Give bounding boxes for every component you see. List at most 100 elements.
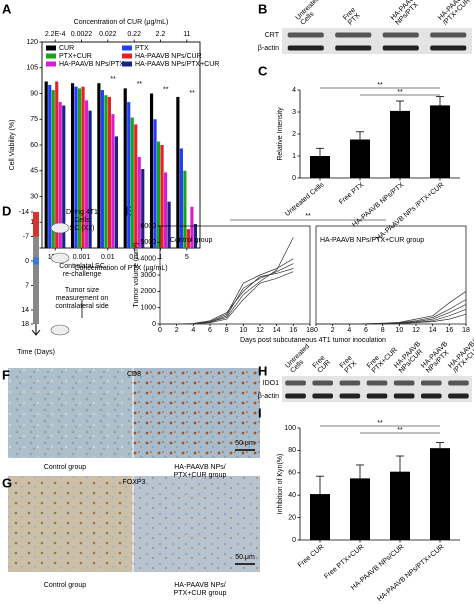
- significance: **: [397, 427, 403, 434]
- step-text: Cells: [74, 217, 90, 224]
- blot-band: [287, 45, 324, 51]
- y-tick-label: 2: [292, 131, 296, 138]
- y-tick-label: 75: [30, 116, 38, 123]
- axis-title: Concentration of PTX (μg/mL): [74, 265, 167, 272]
- y-tick-label: 1000: [140, 305, 156, 312]
- x-tick-label: 8: [381, 327, 385, 334]
- panel-label: G: [2, 475, 12, 490]
- blot-band: [366, 393, 388, 399]
- significance: **: [137, 81, 143, 88]
- bar: [390, 110, 410, 178]
- legend-label: PTX: [135, 45, 149, 52]
- y-tick-label: 0: [292, 537, 296, 544]
- stain-label: FOXP3: [123, 479, 146, 486]
- y-tick-label: 4000: [140, 256, 156, 263]
- bar: [156, 141, 161, 248]
- y-tick-label: 20: [288, 514, 296, 521]
- error-bar: [316, 475, 324, 512]
- histology-image: [8, 368, 133, 458]
- x-tick-label: Free PTX+CUR: [323, 544, 365, 581]
- timeline-bar: [33, 212, 39, 324]
- y-tick-label: 6000: [140, 223, 156, 230]
- panel-label: F: [2, 367, 10, 382]
- x-tick-label: 4: [191, 327, 195, 334]
- x-tick-label: 2: [331, 327, 335, 334]
- bar: [74, 86, 78, 248]
- axis-title: Relative Intensity: [277, 107, 284, 161]
- x-tick-label: Free PTX: [338, 181, 366, 206]
- x-tick-label: 18: [462, 327, 470, 334]
- lane-label: HA-PAAVB/NPs/PTX+CUR: [447, 329, 474, 374]
- bar: [48, 84, 52, 249]
- blot-band: [335, 32, 372, 38]
- error-bar: [356, 464, 364, 492]
- bar: [55, 81, 59, 248]
- axis-title: Concentration of CUR (μg/mL): [74, 19, 169, 26]
- bar: [127, 102, 131, 248]
- mouse-icon: [50, 222, 70, 234]
- significance: **: [305, 213, 311, 220]
- x-tick-label: 2: [175, 327, 179, 334]
- blot-band: [285, 380, 306, 386]
- step-text: re-challenge: [63, 271, 102, 278]
- top-tick-label: 11: [183, 31, 190, 38]
- bar: [85, 100, 89, 248]
- x-tick-label: 10: [395, 327, 403, 334]
- legend-label: PTX+CUR: [59, 53, 92, 60]
- blot-band: [287, 32, 324, 38]
- x-tick-label: 0.01: [101, 254, 115, 261]
- line-series: [316, 313, 467, 325]
- bar: [137, 157, 141, 248]
- bar: [193, 223, 198, 248]
- x-tick-label: 12: [256, 327, 264, 334]
- lane-label: HA-PAAVB NPs/PTX+CUR: [437, 0, 474, 27]
- bar: [44, 81, 48, 248]
- blot-band: [382, 45, 419, 51]
- line-series: [160, 237, 294, 325]
- y-tick-label: 80: [288, 447, 296, 454]
- y-tick-label: 120: [26, 39, 38, 46]
- group-label: Control group: [44, 464, 87, 471]
- timeline-segment: [33, 212, 39, 237]
- error-bar: [356, 131, 364, 148]
- subplot-title: HA-PAAVB NPs/PTX+CUR group: [320, 237, 424, 244]
- group-label: PTX+CUR group: [174, 590, 227, 597]
- bar: [430, 105, 450, 178]
- timeline-segment: [33, 257, 39, 265]
- y-tick-label: 1: [292, 153, 296, 160]
- mouse-icon: [50, 252, 70, 264]
- blot-band: [430, 32, 467, 38]
- y-tick-label: 30: [30, 193, 38, 200]
- panel-label: D: [2, 203, 11, 218]
- blot-band: [448, 393, 469, 399]
- bar: [111, 114, 115, 248]
- timeline-arrow: [31, 324, 41, 336]
- axis-title: Inhibition of Kyn(%): [277, 454, 284, 515]
- day-label: 7: [25, 282, 29, 289]
- blot-band: [339, 380, 361, 386]
- legend-swatch: [122, 45, 132, 51]
- blot-band: [420, 380, 442, 386]
- blot-band: [335, 45, 372, 51]
- blot-band: [285, 393, 306, 399]
- x-tick-label: 12: [412, 327, 420, 334]
- line-series: [316, 308, 467, 325]
- legend-label: HA-PAAVB NPs/PTX: [59, 61, 124, 68]
- x-tick-label: 0: [314, 327, 318, 334]
- y-tick-label: 5000: [140, 239, 156, 246]
- blot-band: [393, 393, 415, 399]
- x-tick-label: 5: [185, 254, 189, 261]
- error-bar: [396, 100, 404, 121]
- top-tick-label: 2.2E-4: [45, 31, 66, 38]
- y-tick-label: 100: [284, 425, 296, 432]
- x-tick-label: 16: [289, 327, 297, 334]
- bar: [167, 201, 171, 248]
- bar: [62, 105, 66, 249]
- x-tick-label: 10: [239, 327, 247, 334]
- group-label: HA-PAAVB NPs/: [174, 464, 226, 471]
- bar: [179, 148, 183, 248]
- y-tick-label: 0: [292, 175, 296, 182]
